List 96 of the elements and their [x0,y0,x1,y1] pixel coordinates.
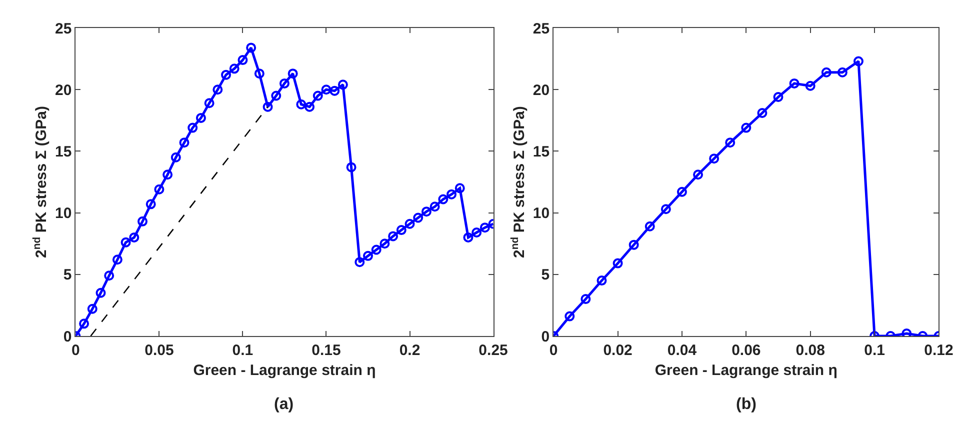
x-tick-label: 0.08 [796,342,825,359]
point [129,232,140,242]
point [693,170,704,180]
point [238,55,248,66]
y-tick-label: 20 [532,82,550,99]
point [396,225,406,236]
point [312,90,323,101]
y-tick-label: 15 [532,143,550,160]
point [170,152,181,162]
point [154,184,164,194]
point [246,42,256,53]
point [104,270,114,281]
x-axis-title: Green - Lagrange strain η [654,362,838,379]
x-tick-label: 0.15 [312,342,341,359]
y-tick-label: 25 [54,20,72,38]
point [112,254,122,265]
text: (a) [274,396,294,413]
x-tick-label: 0.06 [732,342,761,359]
point [644,221,655,232]
point [321,84,332,95]
point [580,294,591,304]
point [660,204,671,214]
point [757,108,768,118]
point [296,99,306,110]
y-tick-label: 0 [541,328,550,346]
point [363,250,373,261]
point [463,232,474,242]
point [371,244,382,255]
x-tick-label: 0.04 [667,342,698,359]
point [271,90,282,101]
point [741,122,752,133]
y-tick-label: 5 [63,266,72,284]
y-tick-label: 15 [54,143,72,160]
point [146,199,156,210]
point [212,84,223,95]
point [338,80,348,90]
point [438,194,448,204]
point [628,240,639,250]
point [304,102,315,112]
point [805,80,816,91]
text: (b) [736,396,756,413]
point [773,92,784,102]
point [279,78,290,88]
point [262,102,273,112]
point [221,70,232,80]
y-tick-label: 10 [532,205,550,222]
point [837,67,848,78]
point [421,206,432,217]
point [354,257,365,268]
x-tick-label: 0.05 [144,342,174,359]
point [380,238,390,249]
point [430,202,440,212]
y-tick-label: 10 [54,205,72,222]
point [404,218,415,229]
y-tick-label: 0 [63,328,72,346]
x-tick-label: 0.12 [924,342,954,359]
point [162,170,173,180]
point [564,311,575,322]
point [138,216,148,226]
point [676,186,687,197]
point [188,122,198,133]
point [789,78,800,88]
point [96,288,106,298]
point [179,138,190,148]
point [821,67,832,78]
point [79,318,90,329]
x-tick-label: 0.1 [232,342,254,359]
point [480,222,490,233]
point [612,258,623,268]
point [388,231,398,242]
point [330,86,340,96]
point [229,64,240,74]
point [709,154,720,164]
point [446,189,457,200]
point [725,138,736,148]
x-tick-label: 0.2 [399,342,420,359]
point [288,68,298,79]
point [853,56,864,66]
y-tick-label: 20 [54,82,72,99]
point [346,162,356,172]
y-tick-label: 25 [532,20,550,38]
point [902,328,912,336]
x-tick-label: 0.1 [864,342,885,359]
point [596,276,607,286]
point [120,237,131,248]
point [472,228,482,238]
x-tick-label: 0.02 [603,342,632,359]
x-axis-title: Green - Lagrange strain η [193,362,376,379]
point [87,304,98,314]
point [204,98,214,108]
point [454,183,465,194]
x-tick-label: 0.25 [478,342,508,359]
point [254,68,264,79]
point [413,212,424,223]
y-tick-label: 5 [541,266,550,284]
point [196,112,206,123]
